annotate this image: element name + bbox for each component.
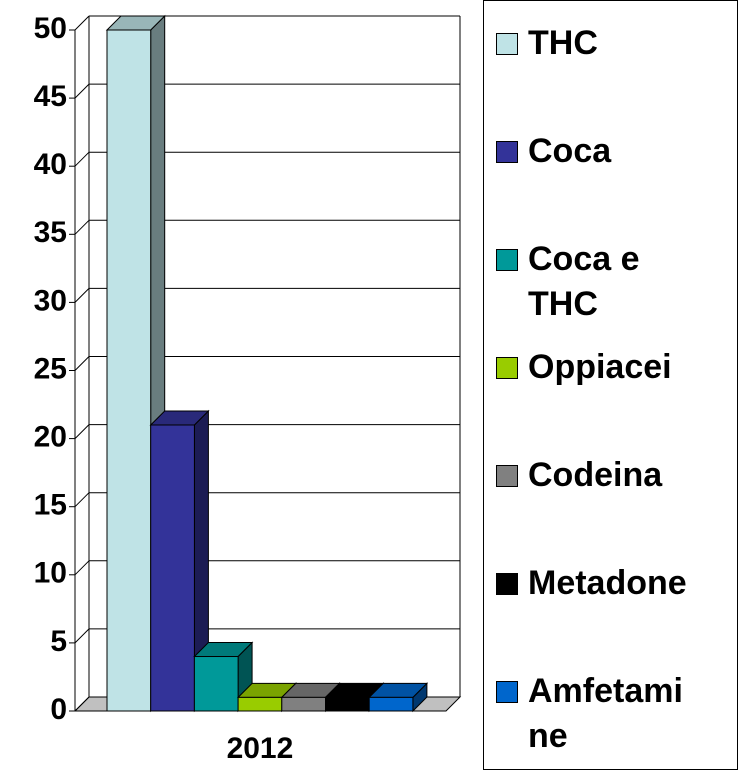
bar <box>281 696 326 712</box>
legend-item: Coca <box>496 129 698 174</box>
y-tick-label: 5 <box>50 625 67 658</box>
legend-label: THC <box>528 24 598 62</box>
grid-line <box>74 424 90 439</box>
legend-swatch <box>496 141 518 163</box>
legend-item: Coca e THC <box>496 237 698 327</box>
legend-item: THC <box>496 21 698 66</box>
grid-line <box>74 628 90 644</box>
y-tick-label: 35 <box>34 216 67 249</box>
legend-item: Codeina <box>496 453 698 498</box>
grid-line <box>74 151 90 167</box>
legend-label: Oppiacei <box>528 348 672 386</box>
y-tick-label: 40 <box>34 148 67 181</box>
legend-swatch <box>496 357 518 379</box>
legend-label: Metadone <box>528 564 687 602</box>
legend-swatch <box>496 33 518 55</box>
grid-line <box>74 83 90 99</box>
y-tick-label: 20 <box>34 421 67 454</box>
grid-line <box>74 15 90 31</box>
bar <box>237 696 283 712</box>
y-tick-label: 0 <box>50 693 67 726</box>
grid-line <box>74 696 90 712</box>
grid-line <box>74 356 90 371</box>
y-tick-label: 50 <box>34 12 67 45</box>
y-tick-label: 45 <box>34 80 67 113</box>
bar <box>325 696 370 712</box>
legend-item: Oppiacei <box>496 345 698 390</box>
legend: THC Coca Coca e THC Oppiacei Codeina Metadone… <box>483 0 738 770</box>
y-tick-label: 25 <box>34 352 67 385</box>
bar <box>368 696 414 712</box>
legend-label: Coca <box>528 132 612 170</box>
legend-swatch <box>496 681 518 703</box>
legend-swatch <box>496 465 518 487</box>
legend-item: Amfetamine <box>496 669 698 759</box>
x-tick-label: 2012 <box>227 732 294 765</box>
legend-label: Codeina <box>528 456 663 494</box>
bar <box>106 29 152 712</box>
legend-swatch <box>496 249 518 271</box>
y-tick-label: 10 <box>34 557 67 590</box>
y-tick-label: 30 <box>34 284 67 317</box>
grid-line <box>74 492 90 508</box>
grid-line <box>74 288 90 303</box>
grid-line <box>74 560 90 576</box>
legend-swatch <box>496 573 518 595</box>
legend-label: Coca e THC <box>528 240 640 323</box>
grid-line <box>74 219 90 235</box>
bar <box>150 424 195 712</box>
bar <box>193 656 239 712</box>
y-tick-label: 15 <box>34 489 67 522</box>
legend-label: Amfetamine <box>528 672 683 755</box>
plot: 0 5 10 15 20 25 30 35 40 45 50 2012 <box>34 12 462 765</box>
legend-item: Metadone <box>496 561 698 606</box>
